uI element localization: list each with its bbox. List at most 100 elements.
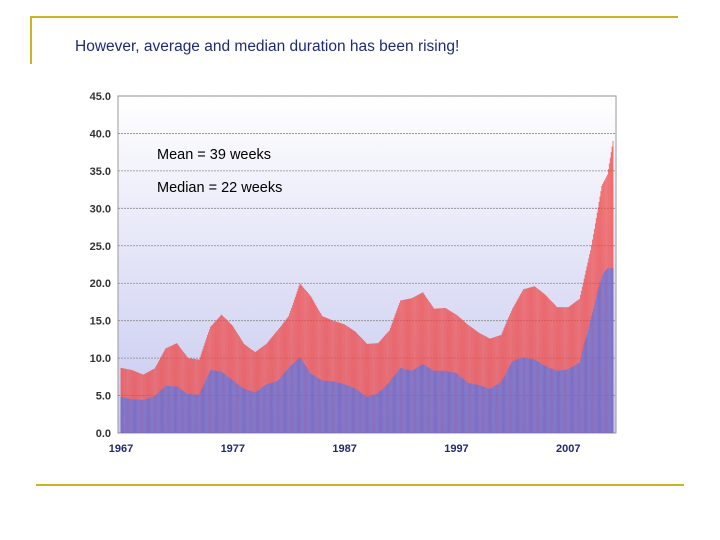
median-bar <box>189 394 191 433</box>
mean-bar <box>402 299 404 433</box>
median-bar <box>577 363 578 433</box>
mean-bar <box>348 326 349 433</box>
mean-bar <box>408 298 410 433</box>
mean-bar <box>348 327 350 433</box>
median-bar <box>517 359 519 433</box>
median-bar <box>266 384 267 433</box>
median-bar <box>503 376 505 433</box>
median-bar <box>499 382 501 433</box>
median-bar <box>478 385 480 433</box>
mean-bar <box>324 317 326 433</box>
median-bar <box>420 365 422 433</box>
mean-bar <box>488 338 490 433</box>
median-bar <box>565 369 566 433</box>
median-bar <box>524 357 525 433</box>
median-bar <box>468 383 469 433</box>
median-bar <box>357 390 359 433</box>
median-bar <box>432 370 434 433</box>
mean-bar <box>468 325 469 433</box>
median-bar <box>572 366 574 433</box>
mean-bar <box>460 318 462 433</box>
median-bar <box>319 378 320 433</box>
median-bar <box>592 312 593 433</box>
median-bar <box>589 323 591 433</box>
median-bar <box>196 394 197 433</box>
median-bar <box>311 374 313 433</box>
median-bar <box>380 390 382 433</box>
mean-bar <box>402 300 403 433</box>
median-bar <box>505 373 507 433</box>
median-bar <box>142 399 143 433</box>
median-bar <box>146 398 148 433</box>
mean-bar <box>386 333 387 433</box>
median-bar <box>596 294 598 433</box>
mean-bar <box>409 298 411 433</box>
median-bar <box>612 268 614 433</box>
median-bar <box>267 383 269 433</box>
median-bar <box>258 389 260 433</box>
mean-bar <box>478 332 480 433</box>
mean-bar <box>353 330 355 433</box>
median-bar <box>236 383 237 433</box>
median-bar <box>390 379 392 433</box>
mean-bar <box>493 337 495 433</box>
mean-bar <box>300 284 302 433</box>
mean-bar <box>461 319 463 433</box>
median-bar <box>445 371 447 433</box>
median-bar <box>190 394 192 433</box>
median-bar <box>532 359 534 433</box>
mean-bar <box>328 318 330 433</box>
median-bar <box>447 371 449 433</box>
median-bar <box>200 390 202 433</box>
mean-bar <box>551 301 552 433</box>
mean-bar <box>404 299 406 433</box>
median-bar <box>398 370 400 433</box>
mean-bar <box>229 323 231 433</box>
median-bar <box>604 271 605 433</box>
mean-bar <box>438 308 440 433</box>
median-bar <box>533 359 535 433</box>
median-bar <box>459 376 461 433</box>
mean-bar <box>428 300 429 433</box>
median-bar <box>471 383 473 433</box>
mean-bar <box>323 316 325 433</box>
mean-bar <box>389 327 391 433</box>
median-bar <box>462 378 464 433</box>
median-bar <box>470 383 471 433</box>
median-bar <box>180 389 181 433</box>
mean-bar <box>247 346 249 433</box>
median-bar <box>239 386 241 433</box>
median-bar <box>438 370 440 433</box>
median-bar <box>441 370 442 433</box>
median-bar <box>136 399 138 433</box>
median-bar <box>344 384 345 433</box>
median-bar <box>490 388 492 433</box>
median-bar <box>353 388 355 433</box>
median-bar <box>508 368 509 433</box>
median-bar <box>203 384 205 433</box>
median-bar <box>578 363 579 433</box>
mean-bar <box>333 320 334 433</box>
median-bar <box>244 389 246 433</box>
median-bar <box>307 368 308 433</box>
median-bar <box>421 364 423 433</box>
mean-bar <box>544 294 546 433</box>
median-bar <box>404 369 406 433</box>
mean-bar <box>417 294 419 433</box>
median-bar <box>510 364 511 433</box>
median-bar <box>602 274 604 433</box>
median-bar <box>164 386 166 433</box>
median-bar <box>377 393 379 433</box>
median-bar <box>285 371 287 433</box>
mean-bar <box>379 341 381 433</box>
median-bar <box>124 397 126 433</box>
median-bar <box>474 384 476 433</box>
median-bar <box>410 370 412 433</box>
median-bar <box>509 366 510 433</box>
median-bar <box>384 386 386 433</box>
median-bar <box>336 382 338 433</box>
median-bar <box>466 382 468 433</box>
mean-bar <box>319 311 320 433</box>
mean-bar <box>414 296 415 433</box>
median-bar <box>255 391 257 433</box>
